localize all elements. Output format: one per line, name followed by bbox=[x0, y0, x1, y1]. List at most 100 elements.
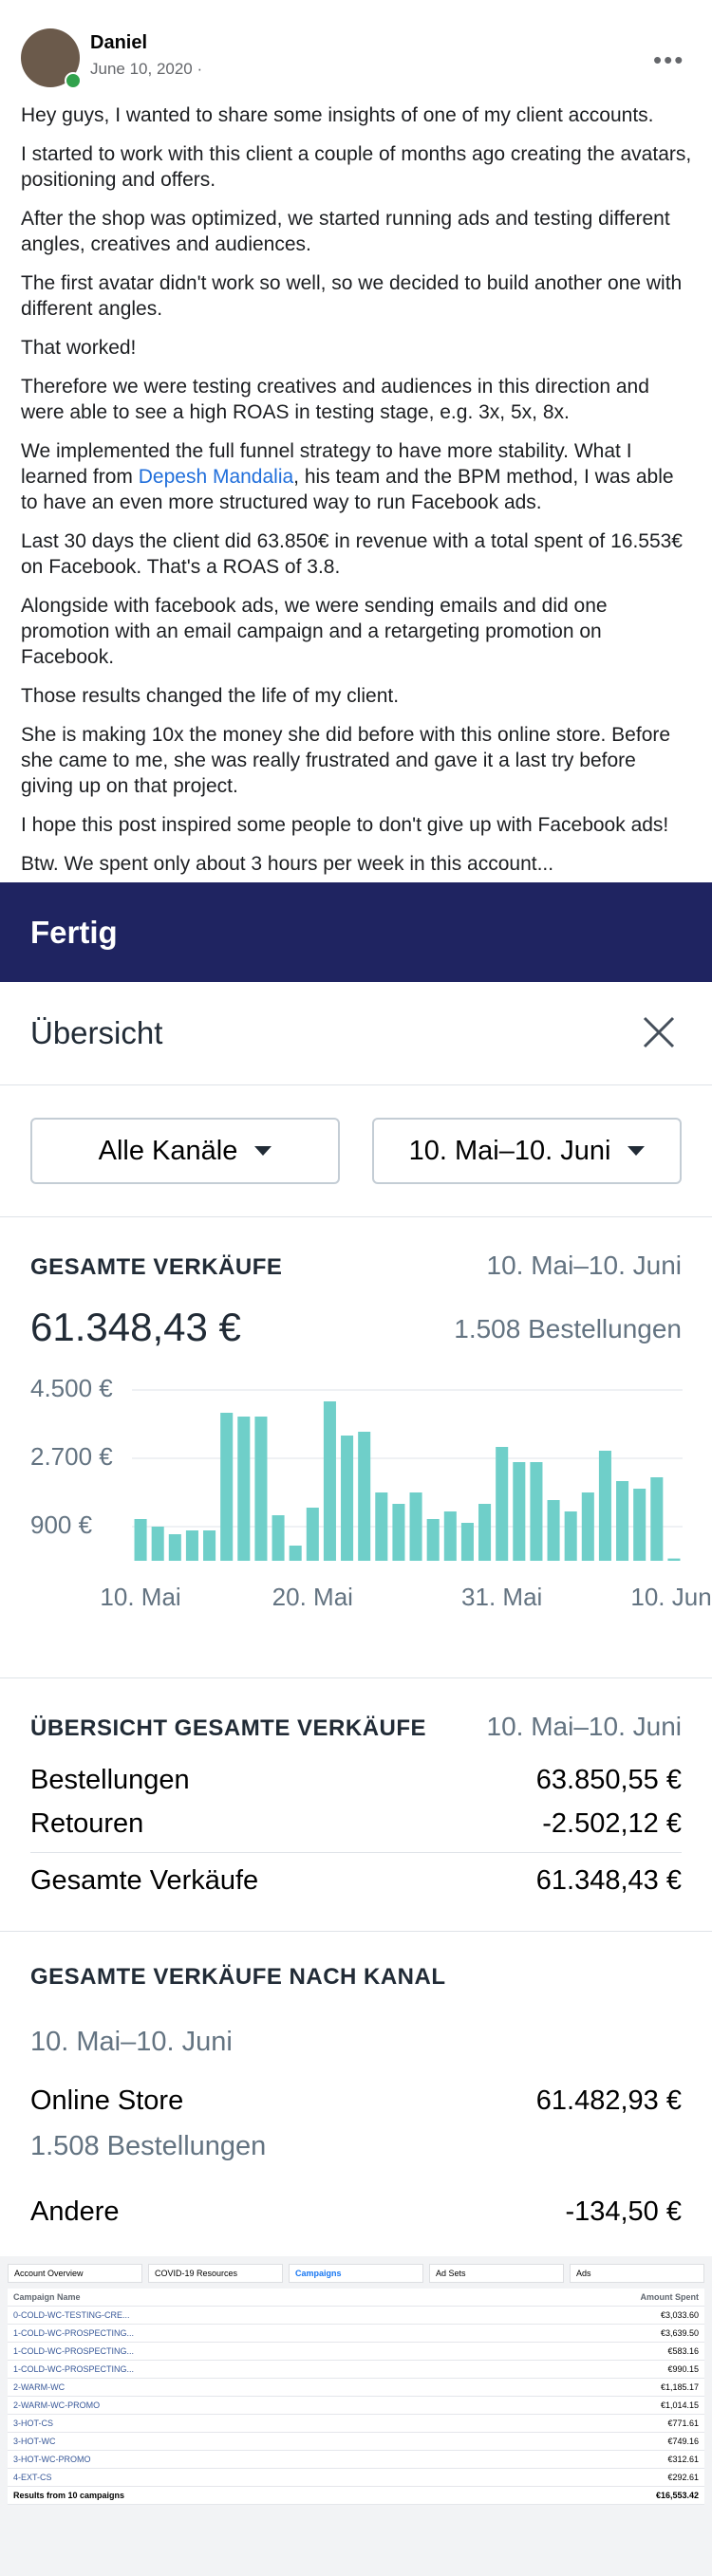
divider bbox=[0, 1931, 712, 1932]
row-value: 61.348,43 € bbox=[535, 1865, 682, 1896]
text: , his team and the BPM method, I was abl… bbox=[21, 466, 674, 513]
summary-row: Retouren -2.502,12 € bbox=[30, 1808, 682, 1840]
paragraph: I hope this post inspired some people to… bbox=[21, 814, 669, 836]
bar bbox=[220, 1413, 234, 1561]
amount-spent: €3,639.50 bbox=[463, 2324, 704, 2343]
paragraph: I started to work with this client a cou… bbox=[21, 143, 692, 191]
row-label: Retouren bbox=[30, 1808, 144, 1839]
paragraph: Therefore we were testing creatives and … bbox=[21, 376, 649, 423]
bar bbox=[426, 1519, 440, 1561]
bar bbox=[272, 1515, 285, 1561]
date-dropdown[interactable]: 10. Mai–10. Juni bbox=[372, 1118, 682, 1184]
summary-row: Gesamte Verkäufe 61.348,43 € bbox=[30, 1865, 682, 1897]
total-amount: 61.348,43 € bbox=[30, 1305, 241, 1349]
bar bbox=[667, 1558, 681, 1561]
bar bbox=[496, 1447, 509, 1561]
tab[interactable]: COVID-19 Resources bbox=[148, 2264, 283, 2283]
x-tick-label: 10. Juni bbox=[630, 1583, 712, 1611]
campaign-name: 2-WARM-WC bbox=[8, 2378, 464, 2397]
campaign-row: 1-COLD-WC-PROSPECTING... €583.16 bbox=[8, 2342, 704, 2361]
tab[interactable]: Campaigns bbox=[289, 2264, 423, 2283]
total-value: €16,553.42 bbox=[463, 2486, 704, 2505]
campaign-table: Campaign Name Amount Spent 0-COLD-WC-TESTI… bbox=[8, 2289, 704, 2505]
bar bbox=[185, 1530, 198, 1561]
row-value: 61.482,93 € bbox=[535, 2085, 682, 2116]
channel-orders: 1.508 Bestellungen bbox=[30, 2131, 267, 2161]
amount-spent: €583.16 bbox=[463, 2342, 704, 2361]
bar bbox=[443, 1511, 457, 1561]
paragraph: Btw. We spent only about 3 hours per wee… bbox=[21, 853, 554, 875]
amount-spent: €1,014.15 bbox=[463, 2396, 704, 2415]
y-tick-label: 2.700 € bbox=[30, 1442, 113, 1471]
campaign-row: 3-HOT-CS €771.61 bbox=[8, 2414, 704, 2433]
campaign-row: 1-COLD-WC-PROSPECTING... €3,639.50 bbox=[8, 2324, 704, 2343]
paragraph: Alongside with facebook ads, we were sen… bbox=[21, 595, 608, 668]
campaign-name: 3-HOT-WC bbox=[8, 2432, 464, 2451]
post-date[interactable]: June 10, 2020 · bbox=[90, 60, 203, 78]
done-button[interactable]: Fertig bbox=[30, 915, 118, 950]
amount-spent: €771.61 bbox=[463, 2414, 704, 2433]
row-value: -2.502,12 € bbox=[542, 1808, 682, 1839]
paragraph: She is making 10x the money she did befo… bbox=[21, 724, 671, 797]
post-body: Hey guys, I wanted to share some insight… bbox=[21, 102, 693, 890]
tab[interactable]: Ads bbox=[570, 2264, 704, 2283]
campaign-name: 2-WARM-WC-PROMO bbox=[8, 2396, 464, 2415]
amount-spent: €990.15 bbox=[463, 2360, 704, 2379]
x-tick-label: 10. Mai bbox=[100, 1583, 180, 1611]
paragraph: We implemented the full funnel strategy … bbox=[21, 438, 693, 515]
sales-chart: 900 € 2.700 € 4.500 € 10. Mai 20. Mai 31. Mai… bbox=[30, 1374, 712, 1611]
section-date: 10. Mai–10. Juni bbox=[486, 1712, 682, 1741]
campaign-row: 1-COLD-WC-PROSPECTING... €990.15 bbox=[8, 2360, 704, 2379]
bar bbox=[616, 1481, 629, 1561]
row-label: Bestellungen bbox=[30, 1765, 190, 1795]
bar bbox=[358, 1432, 371, 1561]
bar bbox=[323, 1401, 336, 1561]
bar bbox=[341, 1436, 354, 1561]
paragraph: Those results changed the life of my cli… bbox=[21, 685, 400, 707]
bar bbox=[203, 1530, 216, 1561]
column-header: Campaign Name bbox=[8, 2289, 464, 2307]
bar bbox=[254, 1417, 268, 1561]
summary-row: Bestellungen 63.850,55 € bbox=[30, 1765, 682, 1796]
total-label: Results from 10 campaigns bbox=[8, 2486, 464, 2505]
bar bbox=[564, 1511, 577, 1561]
overview-title: Übersicht bbox=[30, 1015, 163, 1050]
campaign-name: 1-COLD-WC-PROSPECTING... bbox=[8, 2342, 464, 2361]
bar bbox=[581, 1492, 594, 1561]
bar bbox=[168, 1534, 181, 1561]
campaign-row: 2-WARM-WC-PROMO €1,014.15 bbox=[8, 2396, 704, 2415]
bar bbox=[237, 1417, 251, 1561]
divider bbox=[30, 1852, 682, 1853]
campaign-name: 3-HOT-WC-PROMO bbox=[8, 2450, 464, 2469]
dropdown-label: Alle Kanäle bbox=[98, 1135, 238, 1166]
tab[interactable]: Account Overview bbox=[8, 2264, 142, 2283]
amount-spent: €749.16 bbox=[463, 2432, 704, 2451]
divider bbox=[0, 1216, 712, 1217]
row-label: Gesamte Verkäufe bbox=[30, 1865, 259, 1896]
ads-manager-screenshot: Account Overview COVID-19 Resources Campai… bbox=[0, 2256, 712, 2576]
mention-link[interactable]: Depesh Mandalia bbox=[138, 466, 294, 488]
bar bbox=[289, 1546, 302, 1561]
y-tick-label: 4.500 € bbox=[30, 1374, 113, 1402]
section-title: GESAMTE VERKÄUFE NACH KANAL bbox=[30, 1964, 446, 1990]
bar bbox=[151, 1527, 164, 1561]
online-dot bbox=[65, 72, 82, 89]
campaign-row: 2-WARM-WC €1,185.17 bbox=[8, 2378, 704, 2397]
campaign-row: 4-EXT-CS €292.61 bbox=[8, 2468, 704, 2487]
channel-dropdown[interactable]: Alle Kanäle bbox=[30, 1118, 340, 1184]
paragraph: After the shop was optimized, we started… bbox=[21, 208, 670, 255]
bar bbox=[409, 1492, 422, 1561]
dropdown-label: 10. Mai–10. Juni bbox=[408, 1135, 611, 1166]
paragraph: The first avatar didn't work so well, so… bbox=[21, 272, 683, 320]
row-label: Andere bbox=[30, 2196, 120, 2227]
amount-spent: €312.61 bbox=[463, 2450, 704, 2469]
more-button[interactable]: ••• bbox=[653, 46, 685, 74]
author[interactable]: Daniel bbox=[90, 32, 148, 53]
bar bbox=[547, 1500, 560, 1561]
close-icon[interactable] bbox=[642, 1015, 676, 1049]
campaign-row: 3-HOT-WC €749.16 bbox=[8, 2432, 704, 2451]
x-tick-label: 31. Mai bbox=[461, 1583, 542, 1611]
tab[interactable]: Ad Sets bbox=[429, 2264, 564, 2283]
amount-spent: €292.61 bbox=[463, 2468, 704, 2487]
y-tick-label: 900 € bbox=[30, 1510, 93, 1539]
